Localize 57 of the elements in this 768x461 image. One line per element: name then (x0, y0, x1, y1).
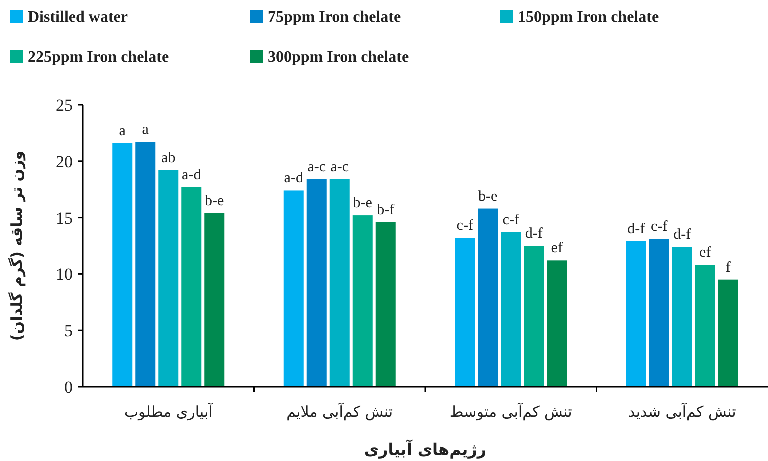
x-tick-label: تنش کم‌آبی ملایم (286, 402, 394, 421)
x-tick-label: تنش کم‌آبی شدید (628, 402, 736, 421)
bar (136, 142, 156, 387)
data-label: c-f (651, 219, 668, 236)
x-axis-title: رژیم‌های آبیاری (364, 439, 487, 459)
data-label: a (119, 123, 126, 140)
data-label: ef (700, 245, 712, 262)
bar (695, 265, 716, 387)
bar (524, 246, 544, 387)
y-axis-title: وزن تر ساقه (گرم گلدان) (8, 150, 26, 342)
data-label: b-e (353, 196, 373, 212)
data-label: b-e (205, 193, 225, 210)
legend-label: Distilled water (28, 9, 128, 26)
y-tick-label: 20 (56, 152, 73, 172)
legend-label: 300ppm Iron chelate (268, 49, 410, 66)
legend-label: 150ppm Iron chelate (518, 9, 660, 26)
data-label: a (142, 122, 150, 138)
bar (112, 143, 133, 387)
data-label: ef (551, 240, 563, 257)
bar (455, 238, 476, 387)
y-tick-label: 5 (64, 322, 73, 341)
x-tick-label: تنش کم‌آبی متوسط (450, 402, 572, 421)
y-tick-label: 15 (56, 208, 73, 228)
bar (376, 222, 396, 387)
y-tick-label: 10 (56, 265, 73, 284)
bar (649, 239, 670, 387)
data-label: ab (162, 150, 176, 166)
bar (672, 247, 692, 387)
data-label: d-f (674, 227, 692, 244)
bar (478, 208, 498, 387)
data-label: b-e (478, 188, 498, 205)
bar (204, 213, 225, 387)
bar (330, 179, 350, 387)
legend-label: 75ppm Iron chelate (268, 9, 402, 26)
bar (547, 260, 568, 387)
data-label: d-f (525, 226, 543, 242)
bar (182, 187, 202, 387)
data-label: a-d (182, 167, 202, 184)
bar (718, 280, 738, 387)
y-tick-label: 25 (56, 96, 73, 115)
data-label: c-f (456, 218, 474, 234)
data-label: a-c (330, 159, 350, 176)
y-tick-label: 0 (64, 378, 73, 397)
bar (284, 190, 304, 387)
x-tick-label: آبیاری مطلوب (124, 402, 214, 421)
bar (352, 216, 373, 387)
data-label: c-f (502, 212, 520, 228)
bar (501, 232, 522, 387)
data-label: b-f (377, 202, 395, 218)
data-label: a-c (308, 159, 326, 176)
bar (626, 241, 646, 387)
legend-label: 225ppm Iron chelate (28, 49, 170, 66)
data-label: d-f (628, 221, 646, 238)
data-label: f (726, 260, 731, 276)
data-label: a-d (284, 170, 304, 187)
bar (306, 179, 327, 387)
bar (158, 170, 179, 387)
